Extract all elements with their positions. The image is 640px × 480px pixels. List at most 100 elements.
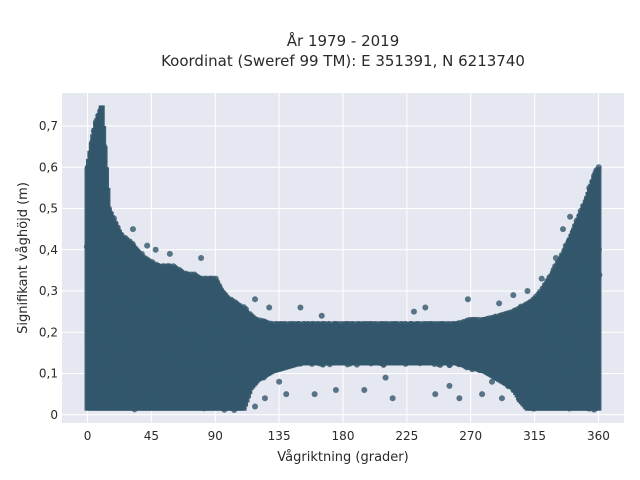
data-point	[187, 386, 194, 393]
data-point	[95, 279, 102, 286]
data-point	[493, 365, 500, 372]
data-point	[202, 377, 209, 384]
data-point	[506, 332, 513, 339]
data-point	[141, 290, 148, 297]
data-point	[128, 315, 135, 322]
data-point	[370, 328, 377, 335]
data-point	[339, 348, 346, 355]
outlier-point	[311, 391, 318, 398]
outlier-point	[496, 300, 503, 307]
data-point	[295, 334, 302, 341]
data-point	[112, 354, 119, 361]
x-tick-label: 180	[332, 429, 355, 443]
data-point	[581, 376, 588, 383]
data-point	[499, 330, 506, 337]
data-point	[189, 399, 196, 406]
outlier-point	[510, 387, 517, 393]
data-point	[413, 355, 420, 362]
data-point	[548, 288, 555, 295]
data-point	[219, 391, 226, 398]
data-point	[214, 304, 221, 311]
data-point	[229, 317, 236, 324]
x-axis-label: Vågriktning (grader)	[277, 450, 408, 465]
data-point	[130, 343, 137, 350]
data-point	[176, 308, 183, 315]
data-point	[584, 235, 591, 242]
data-point	[251, 370, 258, 377]
data-point	[392, 352, 399, 359]
data-point	[198, 343, 205, 350]
data-point	[583, 398, 590, 405]
data-point	[585, 303, 592, 310]
data-point	[244, 381, 251, 388]
data-point	[335, 335, 342, 342]
outlier-point	[567, 213, 574, 220]
data-point	[124, 292, 131, 299]
data-point	[554, 361, 561, 368]
data-point	[84, 333, 91, 340]
data-point	[525, 346, 532, 353]
y-tick-label: 0,4	[39, 243, 58, 257]
data-point	[139, 281, 146, 288]
data-point	[239, 361, 246, 368]
data-point	[557, 293, 564, 300]
data-point	[452, 342, 459, 349]
data-point	[511, 328, 518, 335]
outlier-point	[261, 395, 268, 402]
data-point	[513, 318, 520, 325]
data-point	[588, 383, 595, 390]
data-point	[90, 329, 97, 336]
outlier-point	[446, 382, 453, 389]
data-point	[226, 341, 233, 348]
data-point	[469, 366, 476, 373]
outlier-point	[498, 395, 505, 402]
data-point	[198, 321, 205, 328]
data-point	[131, 406, 138, 413]
data-point	[337, 343, 344, 350]
data-point	[88, 139, 95, 146]
data-point	[344, 329, 351, 336]
y-tick-labels: 0 0,1 0,2 0,3 0,4 0,5 0,6 0,7	[39, 119, 58, 422]
data-point	[90, 203, 97, 210]
y-tick-label: 0,7	[39, 119, 58, 133]
x-tick-label: 45	[144, 429, 159, 443]
data-point	[211, 344, 218, 351]
data-point	[225, 363, 232, 370]
outlier-point	[276, 378, 283, 385]
data-point	[595, 164, 602, 171]
y-tick-label: 0	[50, 408, 58, 422]
data-point	[149, 268, 156, 275]
data-point	[134, 357, 141, 364]
data-point	[138, 316, 145, 323]
data-point	[517, 364, 524, 371]
data-point	[326, 361, 333, 368]
data-point	[124, 310, 131, 317]
data-point	[219, 335, 226, 342]
data-point	[169, 344, 176, 351]
x-tick-label: 90	[208, 429, 223, 443]
data-point	[503, 356, 510, 363]
data-point	[98, 112, 105, 119]
data-point	[123, 250, 130, 257]
data-point	[165, 360, 172, 367]
data-point	[140, 326, 147, 333]
data-point	[256, 351, 263, 358]
data-point	[109, 290, 116, 297]
data-point	[90, 128, 97, 135]
y-axis-label: Signifikant våghöjd (m)	[16, 182, 31, 334]
data-point	[462, 328, 469, 335]
data-point	[539, 314, 546, 321]
data-point	[103, 310, 110, 317]
data-point	[211, 292, 218, 299]
y-tick-label: 0,2	[39, 325, 58, 339]
data-point	[162, 385, 169, 392]
data-point	[510, 363, 517, 370]
data-point	[560, 384, 567, 391]
outlier-point	[389, 395, 396, 402]
data-point	[382, 327, 389, 334]
data-point	[131, 261, 138, 268]
data-point	[383, 343, 390, 350]
data-point	[436, 356, 443, 363]
data-point	[177, 338, 184, 345]
data-point	[494, 324, 501, 331]
